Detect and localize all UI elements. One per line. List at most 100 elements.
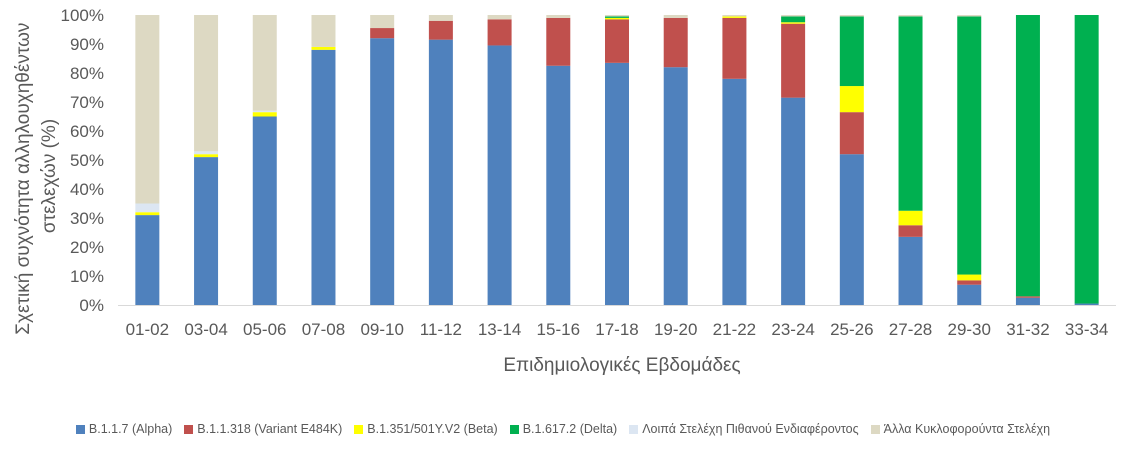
y-tick-label: 30%: [70, 209, 104, 228]
y-tick-label: 20%: [70, 238, 104, 257]
bar-segment: [487, 15, 512, 20]
bar-segment: [311, 46, 336, 50]
legend-swatch: [75, 424, 85, 434]
bar-stack-09-10: [370, 15, 395, 305]
bar-segment: [722, 78, 747, 305]
bar-segment: [311, 15, 336, 47]
y-tick-label: 90%: [70, 35, 104, 54]
y-tick-label: 50%: [70, 151, 104, 170]
bar-segment: [605, 19, 629, 63]
x-tick-label: 03-04: [184, 320, 227, 339]
x-tick-label: 23-24: [771, 320, 814, 339]
legend-label: Άλλα Κυκλοφορούντα Στελέχη: [883, 422, 1051, 436]
bar-segment: [781, 16, 806, 23]
bar-segment: [428, 20, 453, 40]
y-tick-label: 0%: [79, 296, 104, 315]
x-tick-label: 09-10: [360, 320, 403, 339]
legend-item: Άλλα Κυκλοφορούντα Στελέχη: [870, 422, 1051, 436]
bar-segment: [194, 154, 219, 158]
bar-segment: [487, 45, 512, 305]
bar-segment: [605, 16, 629, 18]
x-tick-label: 19-20: [654, 320, 697, 339]
legend-swatch: [509, 424, 519, 434]
bar-stack-01-02: [135, 15, 160, 305]
bar-segment: [428, 39, 453, 306]
bar-stack-17-18: [605, 15, 629, 305]
bar-segment: [839, 112, 864, 155]
y-axis-title: Σχετική συχνότητα αλληλουχηθέντων στελεχ…: [13, 17, 60, 334]
bar-segment: [370, 15, 395, 29]
bar-segment: [311, 49, 336, 305]
legend-label: Λοιπά Στελέχη Πιθανού Ενδιαφέροντος: [642, 422, 859, 436]
bar-segment: [957, 16, 982, 275]
legend-item: B.1.1.7 (Alpha): [75, 422, 173, 436]
bar-segment: [546, 17, 571, 66]
bar-segment: [252, 15, 277, 111]
x-tick-label: 17-18: [595, 320, 638, 339]
legend-label: B.1.1.7 (Alpha): [88, 422, 173, 436]
bar-segment: [839, 16, 864, 87]
bar-segment: [135, 203, 160, 213]
x-tick-label: 25-26: [830, 320, 873, 339]
bar-segment: [781, 97, 806, 306]
y-tick-label: 100%: [61, 6, 104, 25]
x-tick-label: 11-12: [420, 320, 462, 339]
bar-segment: [781, 22, 806, 24]
bar-segment: [605, 17, 629, 20]
bar-stack-15-16: [546, 15, 571, 305]
y-axis-title-line-2: στελεχών (%): [39, 119, 60, 233]
bar-segment: [898, 236, 923, 305]
legend-swatch: [870, 424, 880, 434]
bar-segment: [605, 15, 629, 17]
bar-stack-13-14: [487, 15, 512, 305]
bar-stack-27-28: [898, 15, 923, 305]
bar-segment: [194, 157, 219, 305]
bar-segment: [957, 280, 982, 285]
legend-label: B.1.617.2 (Delta): [522, 422, 618, 436]
x-tick-label: 29-30: [947, 320, 990, 339]
bar-segment: [370, 38, 395, 305]
y-tick-label: 10%: [70, 267, 104, 286]
bar-stack-03-04: [194, 15, 219, 305]
y-axis-ticks: 0% 10% 20% 30% 40% 50% 60% 70% 80% 90% 100%: [61, 6, 104, 315]
bar-stacks: [135, 15, 1099, 306]
bar-segment: [663, 67, 688, 305]
y-tick-label: 60%: [70, 122, 104, 141]
x-tick-label: 15-16: [537, 320, 580, 339]
bar-segment: [722, 16, 747, 18]
bar-segment: [722, 15, 747, 17]
bar-segment: [194, 151, 219, 155]
bar-segment: [957, 284, 982, 305]
bar-segment: [898, 16, 923, 211]
legend-item: B.1.351/501Y.V2 (Beta): [354, 422, 498, 436]
x-axis-ticks: 01-02 03-04 05-06 07-08 09-10 11-12 13-14 15-16…: [126, 320, 1109, 339]
bar-stack-23-24: [781, 15, 806, 306]
bar-segment: [1015, 15, 1040, 297]
bar-segment: [839, 86, 864, 113]
bar-segment: [370, 28, 395, 39]
bar-segment: [839, 15, 864, 17]
bar-segment: [546, 15, 571, 18]
bar-segment: [898, 15, 923, 17]
legend-swatch: [354, 424, 364, 434]
x-tick-label: 31-32: [1006, 320, 1049, 339]
legend-swatch: [629, 424, 639, 434]
bar-segment: [957, 15, 982, 17]
x-tick-label: 21-22: [713, 320, 756, 339]
bar-segment: [1074, 15, 1099, 304]
bar-segment: [135, 215, 160, 305]
bar-stack-11-12: [428, 15, 453, 306]
bar-segment: [898, 225, 923, 237]
bar-stack-07-08: [311, 15, 336, 305]
bar-segment: [1015, 296, 1040, 298]
x-tick-label: 13-14: [478, 320, 521, 339]
bar-segment: [546, 65, 571, 305]
legend-label: B.1.351/501Y.V2 (Beta): [367, 422, 498, 436]
bar-segment: [428, 15, 453, 21]
bar-segment: [1074, 303, 1099, 305]
legend-item: Λοιπά Στελέχη Πιθανού Ενδιαφέροντος: [629, 422, 859, 436]
x-tick-label: 01-02: [126, 320, 169, 339]
y-tick-label: 80%: [70, 64, 104, 83]
bar-segment: [839, 154, 864, 305]
bar-segment: [781, 23, 806, 98]
